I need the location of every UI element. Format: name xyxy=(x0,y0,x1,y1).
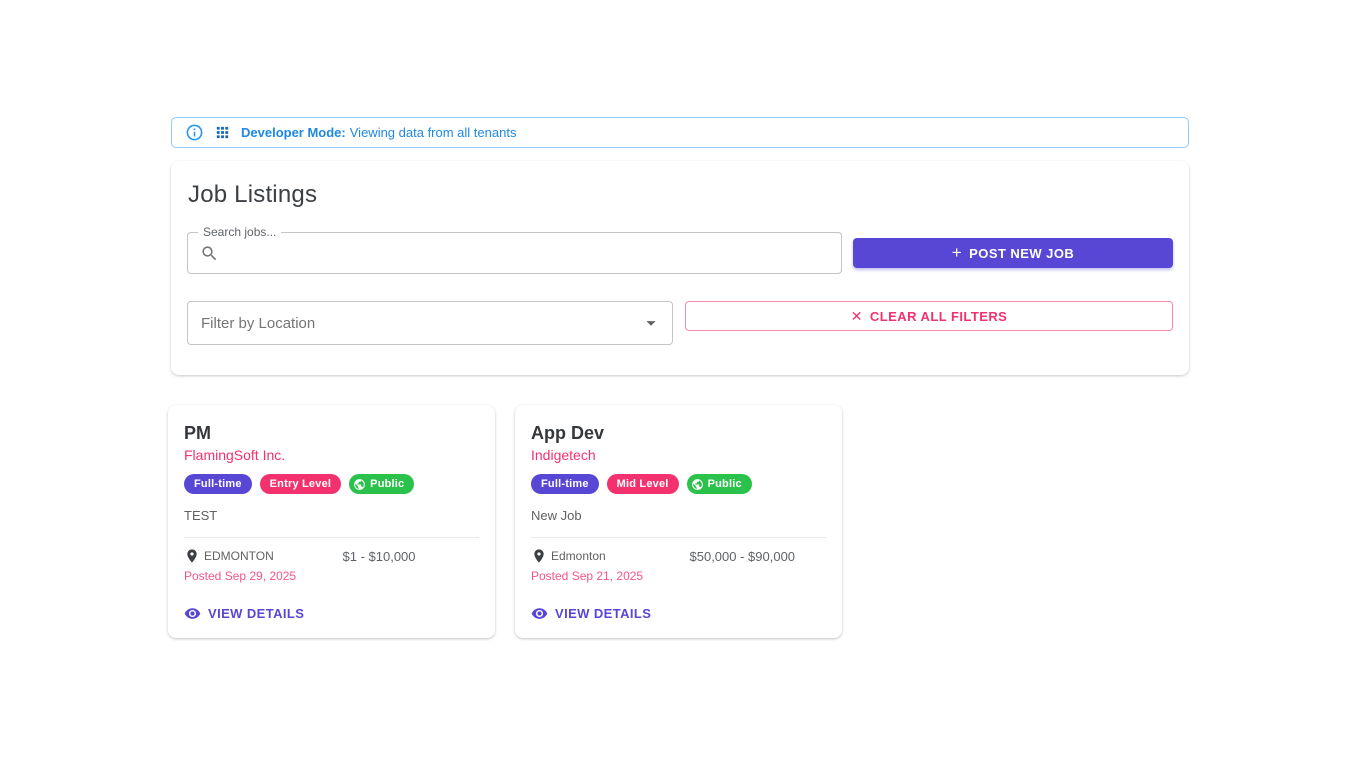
job-posted-date: Posted Sep 29, 2025 xyxy=(184,569,297,583)
chip-row: Full-time Entry Level Public xyxy=(184,474,479,494)
location-filter-select[interactable]: Filter by Location xyxy=(187,301,673,345)
plus-icon: + xyxy=(951,242,963,262)
job-cards-grid: PM FlamingSoft Inc. Full-time Entry Leve… xyxy=(168,405,842,638)
job-salary: $1 - $10,000 xyxy=(342,548,416,564)
eye-icon xyxy=(184,608,201,619)
globe-icon xyxy=(691,478,703,490)
job-description: TEST xyxy=(184,508,218,523)
employment-type-chip: Full-time xyxy=(531,474,599,494)
experience-level-chip: Mid Level xyxy=(606,474,679,494)
eye-icon xyxy=(531,608,548,619)
visibility-chip-label: Public xyxy=(370,478,405,490)
job-location: Edmonton xyxy=(551,549,606,563)
search-input[interactable] xyxy=(227,244,829,262)
job-company: Indigetech xyxy=(531,447,596,463)
view-details-label: VIEW DETAILS xyxy=(555,606,652,621)
clear-all-filters-button[interactable]: ✕ CLEAR ALL FILTERS xyxy=(685,301,1173,331)
job-description: New Job xyxy=(531,508,582,523)
job-company: FlamingSoft Inc. xyxy=(184,447,286,463)
job-location-cell: EDMONTON xyxy=(184,548,332,564)
experience-level-chip: Entry Level xyxy=(259,474,342,494)
card-divider xyxy=(531,537,826,538)
banner-text: Developer Mode: Viewing data from all ten… xyxy=(241,125,516,140)
developer-mode-banner: Developer Mode: Viewing data from all ten… xyxy=(171,117,1189,148)
search-field-label: Search jobs... xyxy=(198,225,282,239)
chip-row: Full-time Mid Level Public xyxy=(531,474,826,494)
visibility-chip: Public xyxy=(686,474,752,494)
info-icon xyxy=(186,124,203,141)
location-filter-value: Filter by Location xyxy=(201,314,316,332)
search-row: Search jobs... + POST NEW JOB xyxy=(187,225,1173,274)
card-divider xyxy=(184,537,479,538)
view-details-label: VIEW DETAILS xyxy=(208,606,305,621)
search-field[interactable]: Search jobs... xyxy=(187,225,842,274)
job-meta-row: EDMONTON $1 - $10,000 xyxy=(184,548,479,564)
job-salary-cell: $1 - $10,000 xyxy=(332,548,480,564)
post-new-job-label: POST NEW JOB xyxy=(969,245,1075,261)
close-icon: ✕ xyxy=(850,308,863,324)
job-card: PM FlamingSoft Inc. Full-time Entry Leve… xyxy=(168,405,495,638)
location-pin-icon xyxy=(534,549,544,563)
job-title: PM xyxy=(184,423,211,443)
globe-icon xyxy=(354,478,366,490)
banner-message: Viewing data from all tenants xyxy=(349,125,517,140)
job-posted-date: Posted Sep 21, 2025 xyxy=(531,569,644,583)
clear-all-filters-label: CLEAR ALL FILTERS xyxy=(869,308,1008,324)
job-salary-cell: $50,000 - $90,000 xyxy=(679,548,827,564)
banner-bold-label: Developer Mode: xyxy=(241,125,346,140)
view-details-button[interactable]: VIEW DETAILS xyxy=(184,605,304,622)
listings-panel: Job Listings Search jobs... + POST NEW J… xyxy=(171,161,1189,375)
visibility-chip-label: Public xyxy=(707,478,742,490)
visibility-chip: Public xyxy=(349,474,415,494)
job-location-cell: Edmonton xyxy=(531,548,679,564)
job-meta-row: Edmonton $50,000 - $90,000 xyxy=(531,548,826,564)
view-details-button[interactable]: VIEW DETAILS xyxy=(531,605,651,622)
post-new-job-button[interactable]: + POST NEW JOB xyxy=(853,238,1173,268)
job-title: App Dev xyxy=(531,423,605,443)
employment-type-chip: Full-time xyxy=(184,474,252,494)
location-pin-icon xyxy=(187,549,197,563)
search-icon xyxy=(202,245,217,260)
filter-row: Filter by Location ✕ CLEAR ALL FILTERS xyxy=(187,301,1173,345)
apps-grid-icon xyxy=(216,126,229,139)
job-location: EDMONTON xyxy=(204,549,274,563)
caret-down-icon xyxy=(646,321,656,326)
page-title: Job Listings xyxy=(188,181,318,208)
job-salary: $50,000 - $90,000 xyxy=(689,548,796,564)
job-card: App Dev Indigetech Full-time Mid Level P… xyxy=(515,405,842,638)
